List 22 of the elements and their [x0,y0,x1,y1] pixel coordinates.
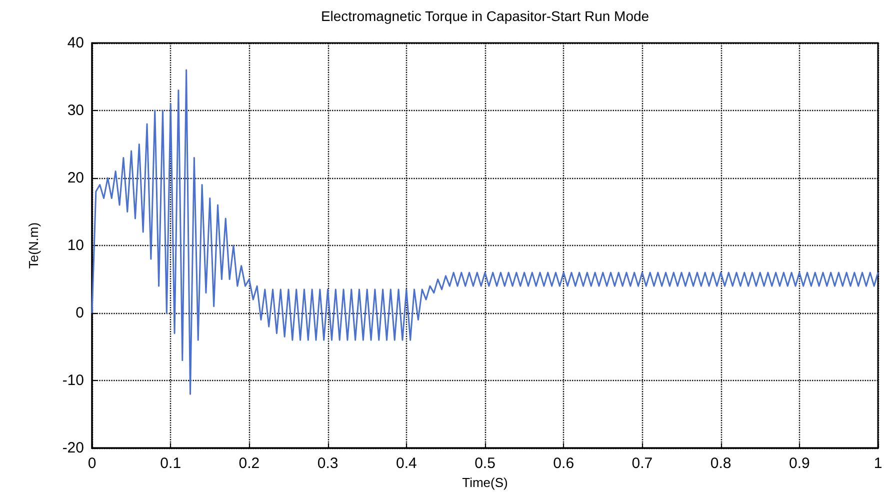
x-tick-label: 0.4 [396,455,417,472]
x-axis-title: Time(S) [462,475,508,490]
x-tick-label: 0.9 [788,455,810,472]
y-tick-label: 40 [67,34,84,52]
line-series [91,69,879,395]
x-tick-label: 0 [88,455,96,472]
x-tick-label: 0.2 [238,455,260,472]
y-tick-label: -10 [62,372,84,390]
y-axis-title: Te(N.m) [26,222,41,269]
x-tick-label: 0.5 [474,455,496,472]
x-tick-label: 1 [874,455,882,472]
y-tick-label: -20 [62,440,84,457]
x-tick-label: 0.1 [160,455,182,472]
x-tick-label: 0.6 [553,455,574,472]
x-tick-label: 0.8 [710,455,732,472]
x-tick-label: 0.3 [317,455,338,472]
y-tick-label: 0 [76,304,84,322]
chart-title: Electromagnetic Torque in Capasitor-Start Run Mode [320,8,650,24]
y-tick-label: 30 [67,102,84,120]
x-tick-label: 0.7 [632,455,653,472]
y-tick-label: 10 [67,237,84,254]
y-tick-label: 20 [67,170,84,187]
